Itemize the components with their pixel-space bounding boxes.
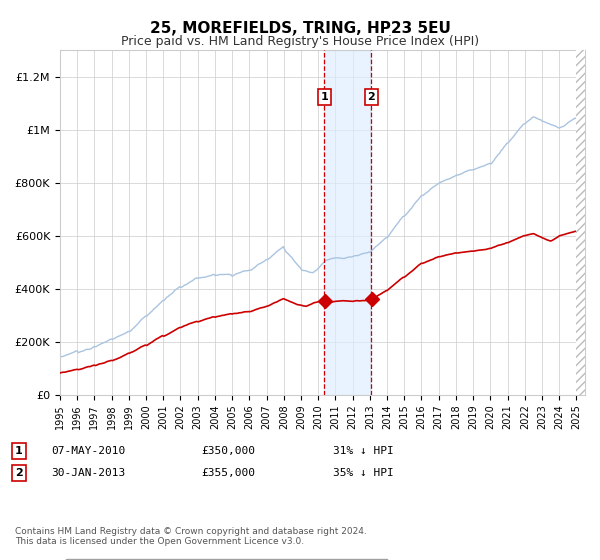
Text: 1: 1 (320, 92, 328, 102)
Text: £355,000: £355,000 (201, 468, 255, 478)
Bar (324, 50, 371, 395)
Text: 30-JAN-2013: 30-JAN-2013 (51, 468, 125, 478)
Text: 2: 2 (367, 92, 375, 102)
Text: 31% ↓ HPI: 31% ↓ HPI (333, 446, 394, 456)
Text: 1: 1 (15, 446, 23, 456)
Legend: 25, MOREFIELDS, TRING, HP23 5EU (detached house), HPI: Average price, detached h: 25, MOREFIELDS, TRING, HP23 5EU (detache… (65, 559, 388, 560)
Text: 35% ↓ HPI: 35% ↓ HPI (333, 468, 394, 478)
Text: 07-MAY-2010: 07-MAY-2010 (51, 446, 125, 456)
Text: 2: 2 (15, 468, 23, 478)
Text: £350,000: £350,000 (201, 446, 255, 456)
Text: Contains HM Land Registry data © Crown copyright and database right 2024.
This d: Contains HM Land Registry data © Crown c… (15, 526, 367, 546)
Text: Price paid vs. HM Land Registry's House Price Index (HPI): Price paid vs. HM Land Registry's House … (121, 35, 479, 48)
Text: 25, MOREFIELDS, TRING, HP23 5EU: 25, MOREFIELDS, TRING, HP23 5EU (149, 21, 451, 36)
